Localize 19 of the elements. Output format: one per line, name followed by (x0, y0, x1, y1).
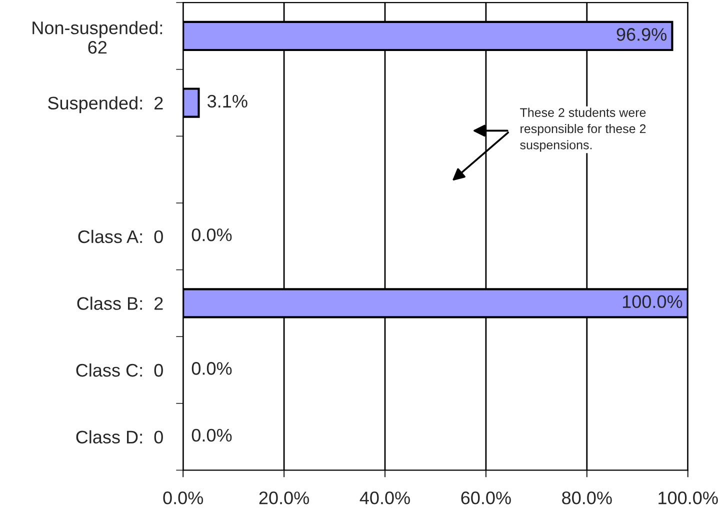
data-label: 100.0% (622, 295, 682, 308)
data-label: 3.1% (208, 94, 248, 108)
x-tick-label: 80.0% (562, 492, 612, 504)
x-tick-label: 60.0% (461, 492, 511, 504)
data-label: 96.9% (616, 28, 667, 41)
data-label: 0.0% (192, 362, 232, 375)
data-label: 0.0% (192, 228, 232, 242)
annotation: These 2 students were responsible for these 2 suspensions. (520, 108, 646, 152)
x-tick-label: 40.0% (360, 492, 410, 504)
y-tick-label: Suspended: 2 (48, 96, 163, 114)
y-tick-label: Class B: 2 (77, 296, 163, 310)
y-tick-label: Class D: 0 (76, 430, 163, 444)
data-label: 0.0% (192, 428, 232, 442)
y-tick-label: Non-suspended: 62 (32, 21, 162, 54)
x-tick-label: 0.0% (163, 492, 204, 504)
y-tick-label: Class A: 0 (78, 230, 163, 244)
x-tick-label: 20.0% (259, 492, 309, 504)
x-tick-label: 100.0% (658, 492, 718, 504)
y-tick-label: Class C: 0 (76, 363, 163, 377)
